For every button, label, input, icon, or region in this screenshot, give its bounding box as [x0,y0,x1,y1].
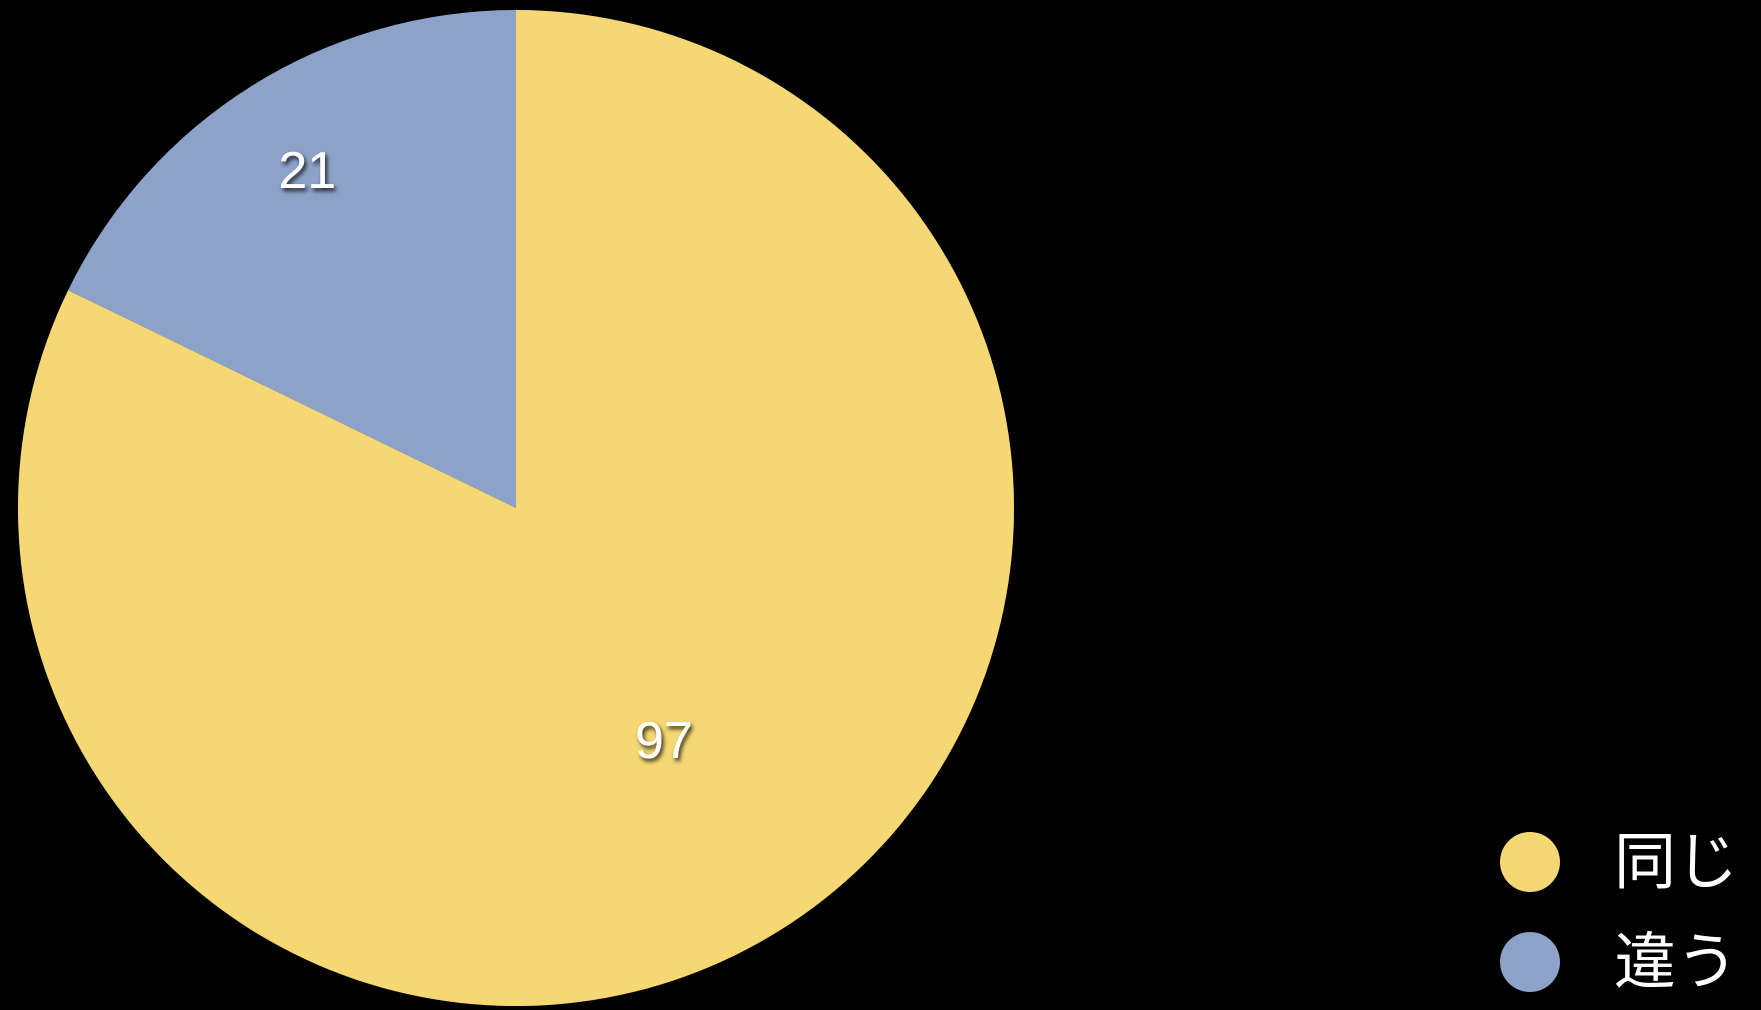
legend-item-same: 同じ [1500,822,1738,902]
legend-item-different: 違う [1500,922,1738,1002]
legend-label-different: 違う [1614,925,1739,998]
pie-slice-different [68,10,516,508]
pie-label-same: 97 [635,712,693,770]
chart-legend: 同じ 違う [1500,822,1738,1010]
legend-label-same: 同じ [1614,825,1739,898]
pie-label-different: 21 [278,142,336,200]
legend-swatch-same [1500,832,1560,892]
legend-swatch-different [1500,932,1560,992]
